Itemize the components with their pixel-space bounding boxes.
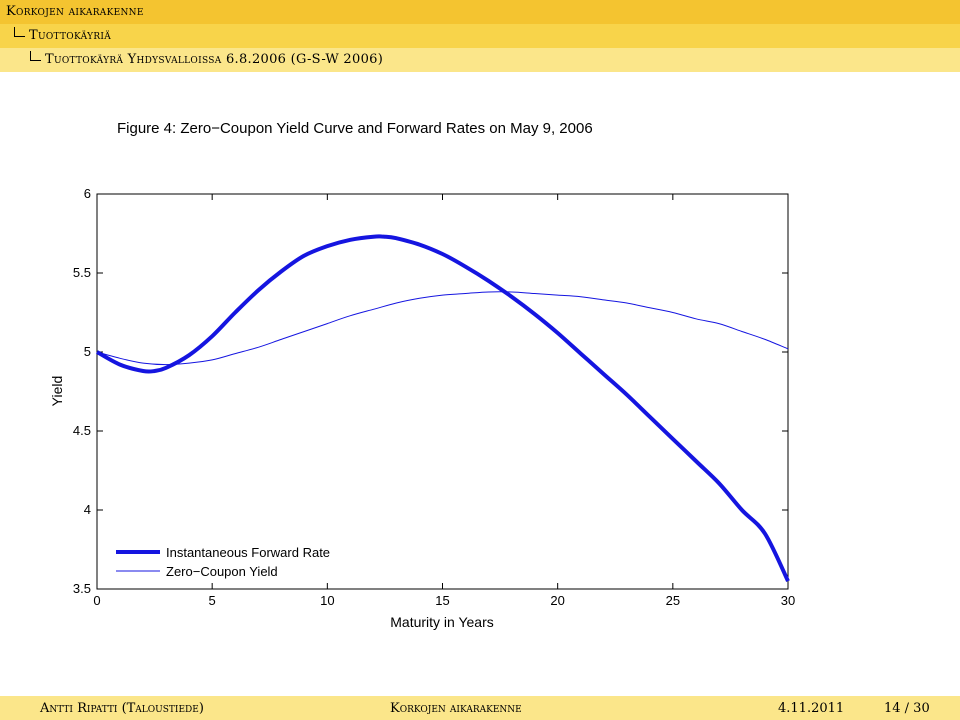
y-axis-label: Yield bbox=[49, 376, 65, 407]
series-layer bbox=[96, 234, 790, 582]
x-tick-label: 15 bbox=[435, 593, 449, 608]
footer-page-number: 14 / 30 bbox=[884, 701, 930, 716]
footer-title[interactable]: Korkojen aikarakenne bbox=[390, 701, 522, 716]
x-tick-label: 0 bbox=[93, 593, 100, 608]
tree-corner-icon bbox=[14, 27, 25, 37]
legend-label-zero-coupon: Zero−Coupon Yield bbox=[166, 564, 278, 579]
y-tick-label: 4 bbox=[84, 502, 91, 517]
series-line-zero-coupon-yield bbox=[96, 291, 789, 366]
y-tick-label: 6 bbox=[84, 186, 91, 201]
footer-date: 4.11.2011 bbox=[778, 701, 845, 716]
nav-subsection[interactable]: Tuottokäyriä bbox=[14, 27, 112, 43]
legend: Instantaneous Forward Rate Zero−Coupon Y… bbox=[116, 545, 330, 579]
axis-ticks: 0 5 10 15 20 25 30 3.5 4 4.5 5 5.5 6 bbox=[73, 186, 795, 608]
nav-frame[interactable]: Tuottokäyrä Yhdysvalloissa 6.8.2006 (G-S… bbox=[30, 51, 384, 67]
header-bar-frame bbox=[0, 48, 960, 72]
chart: Figure 4: Zero−Coupon Yield Curve and Fo… bbox=[49, 120, 795, 630]
x-tick-label: 5 bbox=[209, 593, 216, 608]
tree-corner-icon bbox=[30, 51, 41, 61]
series-line-forward-rate bbox=[96, 234, 790, 582]
nav-frame-label: Tuottokäyrä Yhdysvalloissa 6.8.2006 (G-S… bbox=[45, 52, 384, 67]
x-tick-label: 25 bbox=[666, 593, 680, 608]
nav-subsection-label: Tuottokäyriä bbox=[29, 28, 112, 43]
footer-bar bbox=[0, 696, 960, 720]
header-bar-section bbox=[0, 0, 960, 24]
y-tick-label: 3.5 bbox=[73, 581, 91, 596]
header-bar-subsection bbox=[0, 24, 960, 48]
nav-section[interactable]: Korkojen aikarakenne bbox=[6, 4, 144, 19]
legend-label-forward: Instantaneous Forward Rate bbox=[166, 545, 330, 560]
footer-author[interactable]: Antti Ripatti (Taloustiede) bbox=[40, 701, 204, 716]
x-tick-label: 10 bbox=[320, 593, 334, 608]
x-axis-label: Maturity in Years bbox=[390, 614, 494, 630]
chart-title: Figure 4: Zero−Coupon Yield Curve and Fo… bbox=[117, 120, 593, 137]
y-tick-label: 5.5 bbox=[73, 265, 91, 280]
y-tick-label: 5 bbox=[84, 344, 91, 359]
x-tick-label: 20 bbox=[550, 593, 564, 608]
y-tick-label: 4.5 bbox=[73, 423, 91, 438]
x-tick-label: 30 bbox=[781, 593, 795, 608]
